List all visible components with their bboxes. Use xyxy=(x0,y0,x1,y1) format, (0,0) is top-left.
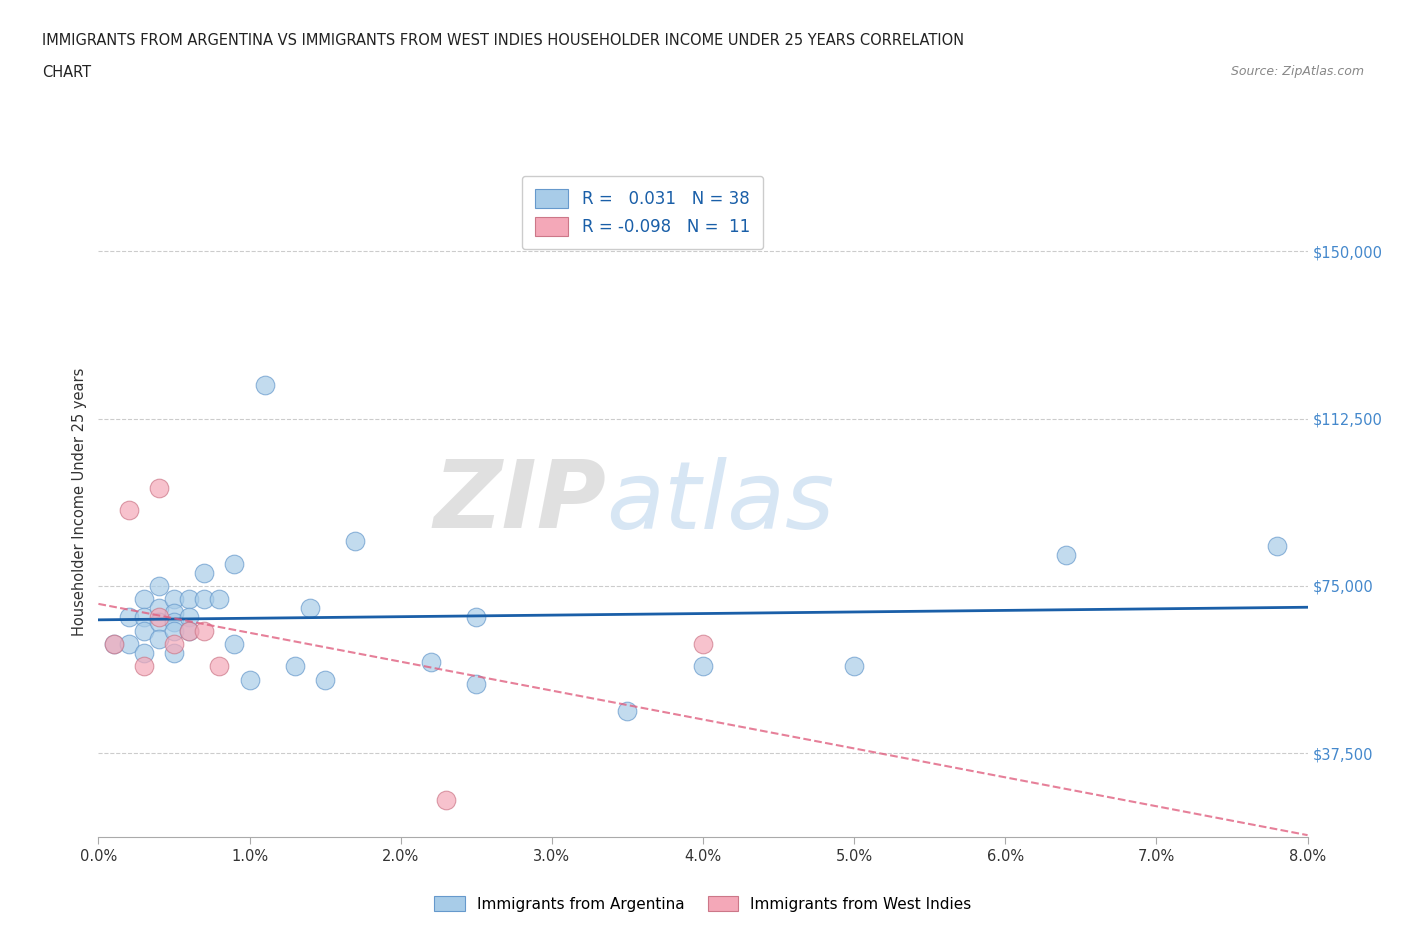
Point xyxy=(118,610,141,625)
Point xyxy=(163,645,186,660)
Point xyxy=(148,610,170,625)
Point xyxy=(692,636,714,651)
Point xyxy=(132,623,155,638)
Legend: R =   0.031   N = 38, R = -0.098   N =  11: R = 0.031 N = 38, R = -0.098 N = 11 xyxy=(522,176,763,249)
Point xyxy=(163,623,186,638)
Point xyxy=(224,636,246,651)
Point xyxy=(465,677,488,692)
Point xyxy=(253,378,276,392)
Point xyxy=(118,636,141,651)
Point xyxy=(103,636,125,651)
Text: atlas: atlas xyxy=(606,457,835,548)
Text: IMMIGRANTS FROM ARGENTINA VS IMMIGRANTS FROM WEST INDIES HOUSEHOLDER INCOME UNDE: IMMIGRANTS FROM ARGENTINA VS IMMIGRANTS … xyxy=(42,33,965,47)
Point xyxy=(193,591,215,606)
Point xyxy=(193,623,215,638)
Legend: Immigrants from Argentina, Immigrants from West Indies: Immigrants from Argentina, Immigrants fr… xyxy=(429,889,977,918)
Point xyxy=(148,601,170,616)
Point xyxy=(419,655,441,670)
Point xyxy=(132,591,155,606)
Point xyxy=(179,610,201,625)
Point xyxy=(148,632,170,647)
Point xyxy=(163,605,186,620)
Point xyxy=(148,480,170,495)
Point xyxy=(208,658,231,673)
Point xyxy=(148,578,170,593)
Point xyxy=(179,623,201,638)
Point xyxy=(844,658,866,673)
Point xyxy=(193,565,215,580)
Y-axis label: Householder Income Under 25 years: Householder Income Under 25 years xyxy=(72,368,87,636)
Point xyxy=(103,636,125,651)
Point xyxy=(132,658,155,673)
Point xyxy=(163,636,186,651)
Point xyxy=(132,645,155,660)
Point xyxy=(344,534,367,549)
Text: Source: ZipAtlas.com: Source: ZipAtlas.com xyxy=(1230,65,1364,78)
Point xyxy=(616,703,638,718)
Text: ZIP: ZIP xyxy=(433,457,606,548)
Point xyxy=(224,556,246,571)
Point xyxy=(284,658,307,673)
Point xyxy=(163,591,186,606)
Point xyxy=(1265,538,1288,553)
Point xyxy=(239,672,262,687)
Point xyxy=(465,610,488,625)
Point xyxy=(299,601,322,616)
Point xyxy=(1054,547,1077,562)
Point xyxy=(163,614,186,629)
Point xyxy=(434,792,457,807)
Point xyxy=(208,591,231,606)
Point xyxy=(179,591,201,606)
Point xyxy=(132,610,155,625)
Point xyxy=(692,658,714,673)
Point xyxy=(118,502,141,517)
Point xyxy=(179,623,201,638)
Point xyxy=(148,614,170,629)
Text: CHART: CHART xyxy=(42,65,91,80)
Point xyxy=(314,672,336,687)
